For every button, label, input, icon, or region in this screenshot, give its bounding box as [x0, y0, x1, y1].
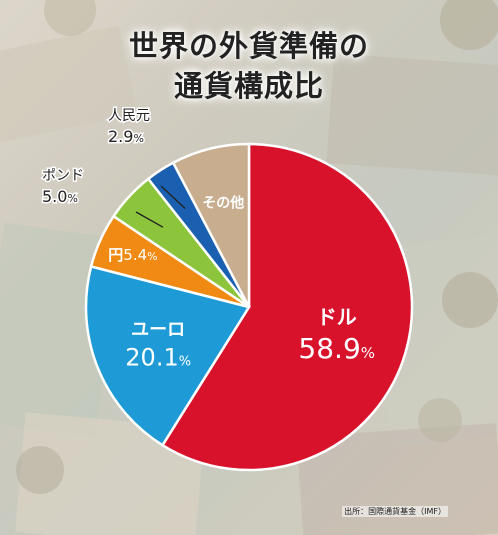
- slice-5: [171, 142, 251, 308]
- slice-3-name: ポンド: [42, 168, 84, 184]
- slice-0-name: ドル: [317, 305, 357, 329]
- slice-4-label: 人民元 2.9%: [108, 108, 150, 146]
- slice-4-leader-line: [160, 185, 186, 209]
- source-note: 出所：国際通貨基金（IMF）: [342, 506, 448, 517]
- slice-4-unit: %: [133, 132, 143, 145]
- slice-2-unit: %: [147, 250, 157, 263]
- slice-1-value: 20.1: [125, 343, 178, 371]
- slice-2-name: 円: [108, 246, 123, 264]
- chart-title-line2: 通貨構成比: [173, 69, 324, 103]
- slice-2-value: 5.4: [123, 246, 147, 264]
- slice-5-label: その他: [202, 195, 244, 212]
- slice-0-unit: %: [361, 344, 375, 362]
- chart-title-line1: 世界の外貨準備の: [128, 29, 369, 63]
- slice-0: [160, 142, 414, 472]
- slice-1-label: ユーロ 20.1%: [125, 319, 191, 371]
- slice-0-label: ドル 58.9%: [298, 305, 375, 365]
- slice-3-leader-line: [135, 211, 164, 228]
- slice-5-name: その他: [202, 195, 244, 212]
- slice-1: [84, 264, 251, 447]
- slice-4-name: 人民元: [108, 108, 150, 124]
- slice-1-unit: %: [179, 354, 191, 369]
- slice-3-unit: %: [67, 192, 77, 205]
- slice-4-value: 2.9: [108, 127, 133, 146]
- slice-2-label: 円5.4%: [108, 246, 157, 264]
- slice-3-value: 5.0: [42, 187, 67, 206]
- chart-title: 世界の外貨準備の 通貨構成比: [0, 26, 498, 106]
- slice-0-value: 58.9: [298, 332, 360, 365]
- slice-1-name: ユーロ: [131, 319, 185, 340]
- slice-3-label: ポンド 5.0%: [42, 168, 84, 206]
